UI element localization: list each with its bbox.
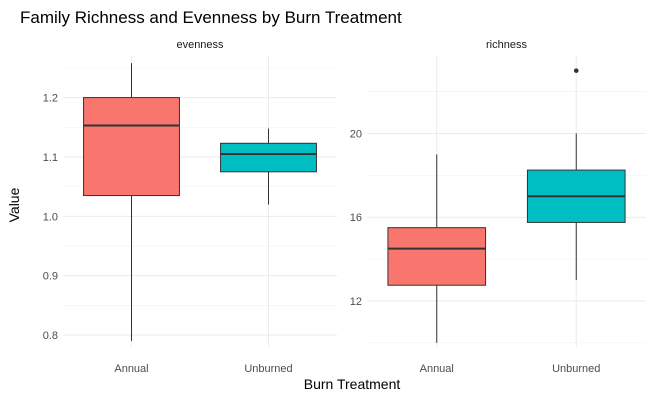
y-tick-label: 20 <box>350 128 362 140</box>
x-tick-label: Unburned <box>244 363 292 375</box>
y-tick-label: 1.1 <box>43 152 58 164</box>
box-richness-annual <box>387 154 487 343</box>
panel-evenness: evenness 0.8 0.9 1.0 1.1 1.2 Annual Unburned <box>43 39 337 375</box>
facet-label-richness: richness <box>486 39 527 51</box>
box-iqr <box>387 227 487 286</box>
y-tick-label: 1.0 <box>43 211 58 223</box>
y-tick-label: 0.9 <box>43 271 58 283</box>
box-evenness-unburned <box>220 128 317 205</box>
y-axis-title: Value <box>6 187 22 222</box>
x-tick-label: Annual <box>420 363 454 375</box>
y-tick-label: 12 <box>350 296 362 308</box>
box-richness-unburned <box>526 68 626 281</box>
outlier-point <box>573 68 579 73</box>
y-tick-label: 0.8 <box>43 330 58 342</box>
y-tick-label: 1.2 <box>43 93 58 105</box>
x-tick-label: Unburned <box>552 363 600 375</box>
x-tick-label: Annual <box>114 363 148 375</box>
box-evenness-annual <box>83 63 180 342</box>
y-tick-label: 16 <box>350 212 362 224</box>
box-iqr <box>83 97 180 197</box>
facet-label-evenness: evenness <box>176 39 224 51</box>
box-iqr <box>220 142 317 173</box>
panel-richness: richness 12 16 20 Annual Unburned <box>350 39 646 375</box>
x-axis-title: Burn Treatment <box>304 376 401 392</box>
chart-title: Family Richness and Evenness by Burn Tre… <box>20 8 402 27</box>
